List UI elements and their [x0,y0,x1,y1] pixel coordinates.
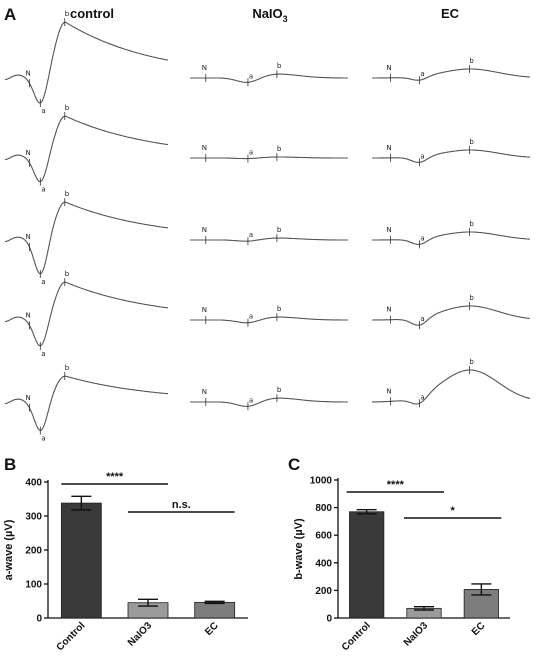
category-label: Control [55,620,88,653]
significance-label: n.s. [172,499,191,511]
marker-label-a: a [420,315,424,323]
erg-trace [4,21,169,104]
marker-label-n: N [386,64,391,72]
erg-trace [372,68,531,81]
panel-letter-a: A [4,5,16,24]
erg-trace [4,201,169,275]
y-tick-label: 200 [315,586,332,597]
category-label: EC [203,620,221,638]
marker-label-n: N [202,388,207,396]
marker-label-n: N [202,144,207,152]
marker-label-a: a [249,72,253,80]
marker-label-b: b [277,386,282,394]
marker-label-a: a [41,107,45,115]
marker-label-n: N [25,233,30,241]
marker-label-a: a [420,393,424,401]
marker-label-b: b [277,145,282,153]
marker-label-a: a [249,396,253,404]
bar-control [60,502,102,619]
column-title-naio3: NaIO3 [252,6,287,24]
y-tick-label: 800 [315,503,332,514]
y-axis-label: a-wave (µV) [3,519,15,580]
marker-label-n: N [386,306,391,314]
erg-trace [372,149,530,163]
marker-label-a: a [41,435,45,443]
marker-label-b: b [469,220,474,228]
y-tick-label: 100 [25,580,42,591]
marker-label-b: b [469,138,474,146]
chart-a-wave: 0 100 200 300 400 a-wave (µV) Control NaIO3 EC **… [3,471,248,653]
marker-label-a: a [249,149,253,157]
panel-letter-b: B [4,455,16,474]
marker-label-b: b [277,305,282,313]
marker-label-b: b [65,364,70,372]
erg-trace [4,375,169,432]
erg-trace [190,73,348,83]
y-tick-label: 300 [25,512,42,523]
category-label: Control [340,620,373,653]
marker-label-n: N [202,64,207,72]
marker-label-n: N [386,387,391,395]
erg-trace [372,369,531,405]
marker-label-b: b [277,62,282,70]
marker-label-b: b [65,10,70,18]
marker-label-n: N [25,311,30,319]
bar-ec [194,601,236,619]
erg-trace [190,316,348,324]
panel-letter-c: C [288,455,300,474]
marker-label-n: N [386,144,391,152]
marker-label-n: N [202,306,207,314]
marker-label-a: a [249,313,253,321]
column-title-naio3-main: NaIO [252,6,282,21]
marker-label-a: a [41,350,45,358]
chart-b-wave: 0 200 400 600 800 1000 b-wave (µV) Control NaIO3… [293,476,510,653]
marker-label-b: b [469,358,474,366]
erg-trace [372,231,530,245]
y-tick-label: 600 [315,531,332,542]
marker-label-b: b [277,226,282,234]
y-tick-label: 400 [25,478,42,489]
column-title-ec: EC [441,6,460,21]
erg-trace [190,237,348,242]
marker-label-b: b [469,57,474,65]
marker-label-n: N [25,149,30,157]
significance-label: **** [106,471,124,483]
y-tick-label: 1000 [310,476,333,487]
column-title-control: control [70,6,114,21]
significance-label: * [451,505,456,517]
marker-label-a: a [420,234,424,242]
significance-label: **** [387,479,405,491]
erg-traces: Na b Na b Na b Na b Na b Na b Na b Na b Na b Na b Na b Na b Na b N… [4,10,531,443]
bar-control [349,511,385,619]
y-axis-label: b-wave (µV) [293,518,305,580]
column-title-naio3-subscript: 3 [283,14,288,24]
erg-trace [190,156,348,160]
erg-trace [190,397,348,407]
erg-trace [372,305,531,326]
marker-label-a: a [41,186,45,194]
marker-label-b: b [65,104,70,112]
marker-label-b: b [65,270,70,278]
category-label: NaIO3 [126,620,155,649]
y-tick-label: 200 [25,546,42,557]
marker-label-a: a [41,278,45,286]
marker-label-a: a [420,70,424,78]
category-label: NaIO3 [402,620,431,649]
marker-label-n: N [25,394,30,402]
marker-label-n: N [202,226,207,234]
y-tick-label: 0 [36,614,42,625]
marker-label-b: b [469,294,474,302]
category-label: EC [470,620,488,638]
y-tick-label: 0 [326,614,332,625]
marker-label-a: a [249,231,253,239]
erg-trace [4,115,169,183]
marker-label-b: b [65,190,70,198]
marker-label-n: N [25,69,30,77]
erg-trace [4,281,169,347]
y-tick-label: 400 [315,558,332,569]
marker-label-a: a [420,152,424,160]
marker-label-n: N [386,226,391,234]
